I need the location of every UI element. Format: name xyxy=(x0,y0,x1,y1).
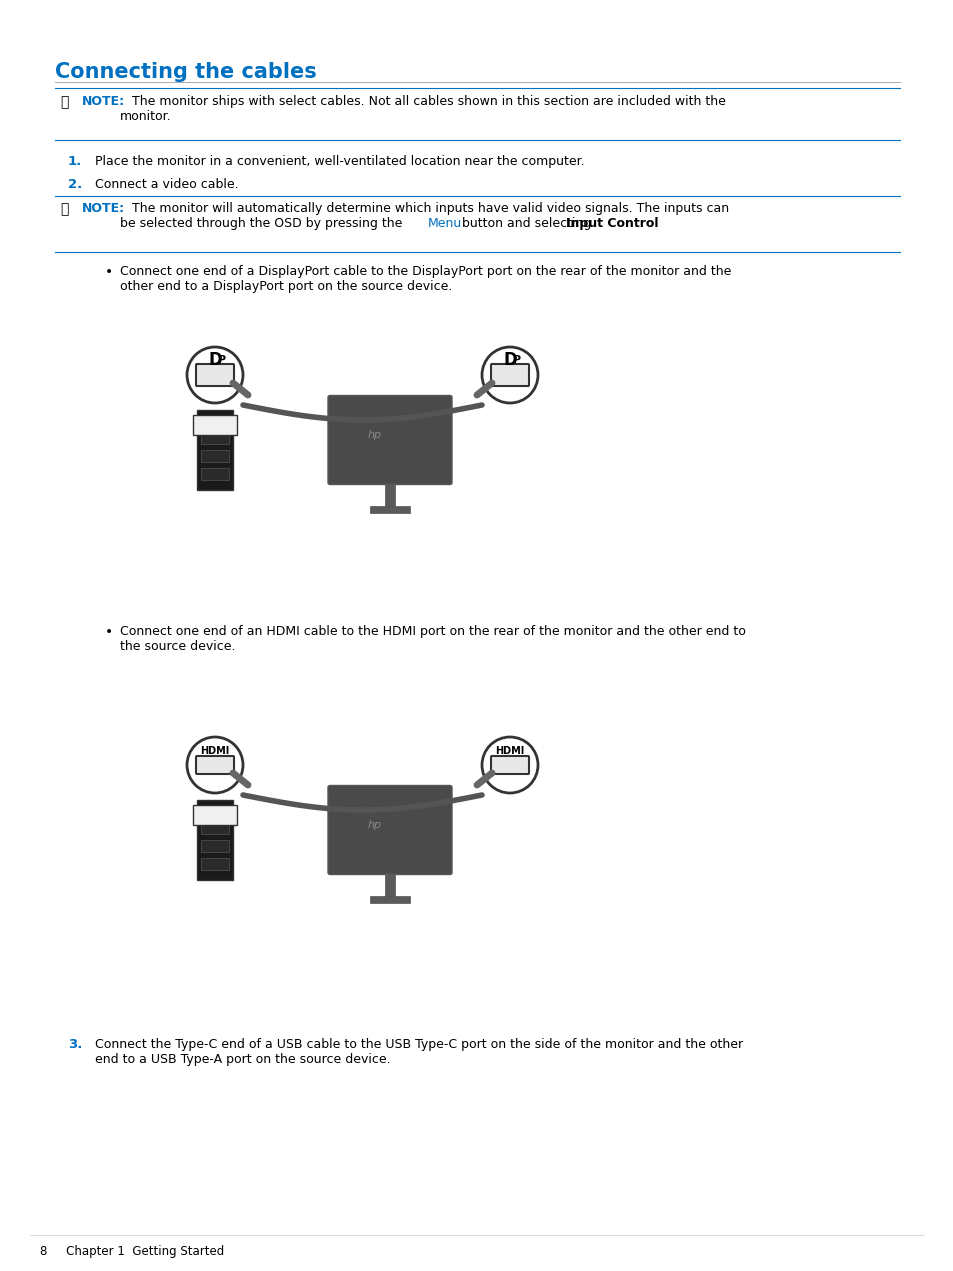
Bar xyxy=(385,483,395,507)
Text: •: • xyxy=(105,264,113,280)
Text: 3.: 3. xyxy=(68,1038,82,1051)
Bar xyxy=(201,432,229,444)
FancyBboxPatch shape xyxy=(491,364,529,386)
Bar xyxy=(370,506,410,512)
Bar xyxy=(385,872,395,897)
Text: 8     Chapter 1  Getting Started: 8 Chapter 1 Getting Started xyxy=(40,1246,224,1258)
Bar xyxy=(201,858,229,871)
Text: monitor.: monitor. xyxy=(120,111,172,123)
Text: Connect one end of a DisplayPort cable to the DisplayPort port on the rear of th: Connect one end of a DisplayPort cable t… xyxy=(120,264,731,278)
Circle shape xyxy=(187,347,243,403)
Text: •: • xyxy=(105,625,113,639)
Circle shape xyxy=(481,347,537,403)
Text: be selected through the OSD by pressing the: be selected through the OSD by pressing … xyxy=(120,217,406,230)
Circle shape xyxy=(481,737,537,793)
Text: NOTE:: NOTE: xyxy=(82,95,125,108)
Text: 1.: 1. xyxy=(68,155,82,168)
Text: Connect the Type-C end of a USB cable to the USB Type-C port on the side of the : Connect the Type-C end of a USB cable to… xyxy=(95,1038,742,1051)
Bar xyxy=(193,805,236,825)
Text: P: P xyxy=(513,355,520,365)
Text: hp: hp xyxy=(368,820,381,830)
Text: 🖊: 🖊 xyxy=(60,95,69,109)
Bar xyxy=(201,450,229,461)
Bar xyxy=(193,416,236,435)
Text: Connecting the cables: Connecting the cables xyxy=(55,62,316,83)
Circle shape xyxy=(187,737,243,793)
Text: the source device.: the source device. xyxy=(120,641,235,653)
Bar xyxy=(370,896,410,902)
FancyBboxPatch shape xyxy=(491,756,529,774)
Text: HDMI: HDMI xyxy=(495,746,524,756)
Text: 🖊: 🖊 xyxy=(60,202,69,216)
Bar xyxy=(201,822,229,834)
Text: 2.: 2. xyxy=(68,178,82,191)
Text: Connect one end of an HDMI cable to the HDMI port on the rear of the monitor and: Connect one end of an HDMI cable to the … xyxy=(120,625,745,638)
Text: P: P xyxy=(217,355,226,365)
Text: other end to a DisplayPort port on the source device.: other end to a DisplayPort port on the s… xyxy=(120,280,452,294)
Text: hp: hp xyxy=(368,430,381,440)
Text: .: . xyxy=(647,217,651,230)
Text: D: D xyxy=(502,351,517,369)
Bar xyxy=(201,468,229,480)
FancyBboxPatch shape xyxy=(195,364,233,386)
Text: Input Control: Input Control xyxy=(565,217,658,230)
Bar xyxy=(196,411,233,491)
FancyBboxPatch shape xyxy=(328,395,452,484)
FancyBboxPatch shape xyxy=(195,756,233,774)
Text: end to a USB Type-A port on the source device.: end to a USB Type-A port on the source d… xyxy=(95,1052,390,1066)
Bar xyxy=(201,840,229,852)
Text: HDMI: HDMI xyxy=(200,746,230,756)
Text: button and selecting: button and selecting xyxy=(457,217,595,230)
Text: The monitor will automatically determine which inputs have valid video signals. : The monitor will automatically determine… xyxy=(120,202,728,215)
Text: NOTE:: NOTE: xyxy=(82,202,125,215)
Text: D: D xyxy=(208,351,222,369)
Text: Place the monitor in a convenient, well-ventilated location near the computer.: Place the monitor in a convenient, well-… xyxy=(95,155,584,168)
Text: Menu: Menu xyxy=(428,217,462,230)
Text: The monitor ships with select cables. Not all cables shown in this section are i: The monitor ships with select cables. No… xyxy=(120,95,725,108)
Text: Connect a video cable.: Connect a video cable. xyxy=(95,178,238,191)
FancyBboxPatch shape xyxy=(328,785,452,874)
Bar xyxy=(196,799,233,880)
